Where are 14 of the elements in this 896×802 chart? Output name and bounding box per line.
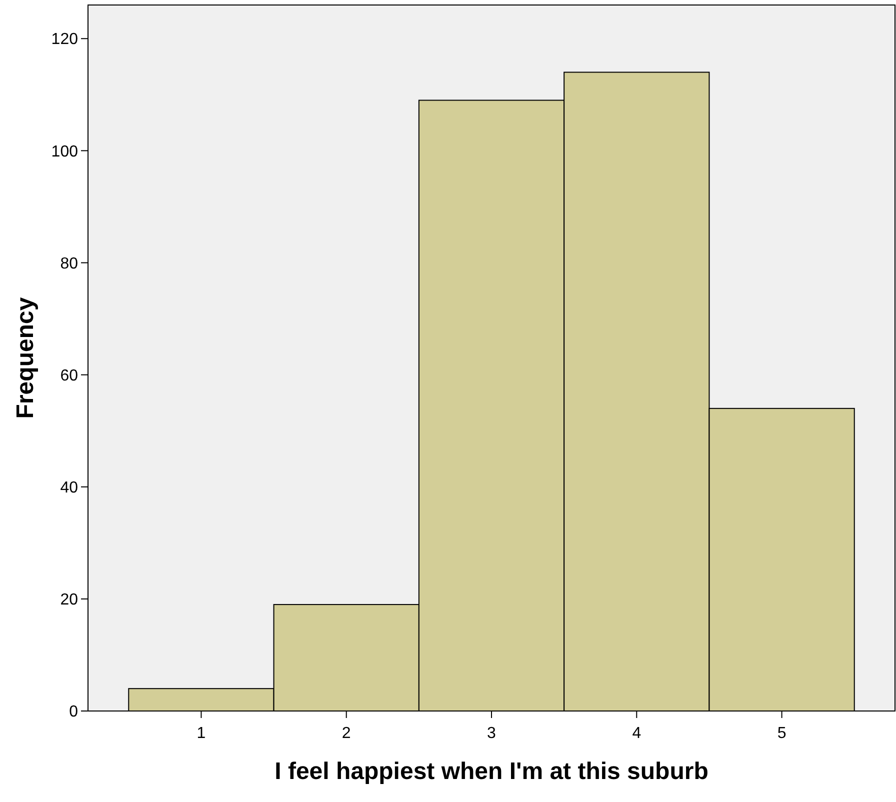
x-tick-label: 1 — [196, 725, 206, 742]
y-tick-label: 120 — [51, 31, 78, 48]
x-tick-label: 4 — [632, 725, 642, 742]
x-tick-label: 5 — [777, 725, 786, 742]
y-tick-label: 60 — [60, 367, 78, 384]
x-tick-label: 2 — [342, 725, 351, 742]
x-tick-label: 3 — [487, 725, 496, 742]
y-tick-label: 80 — [60, 255, 78, 272]
y-tick-label: 40 — [60, 479, 78, 496]
y-tick-label: 0 — [69, 704, 78, 721]
y-tick-label: 100 — [51, 143, 78, 160]
y-tick-label: 20 — [60, 592, 78, 609]
x-axis-title: I feel happiest when I'm at this suburb — [274, 758, 708, 785]
y-axis-title: Frequency — [12, 296, 39, 419]
